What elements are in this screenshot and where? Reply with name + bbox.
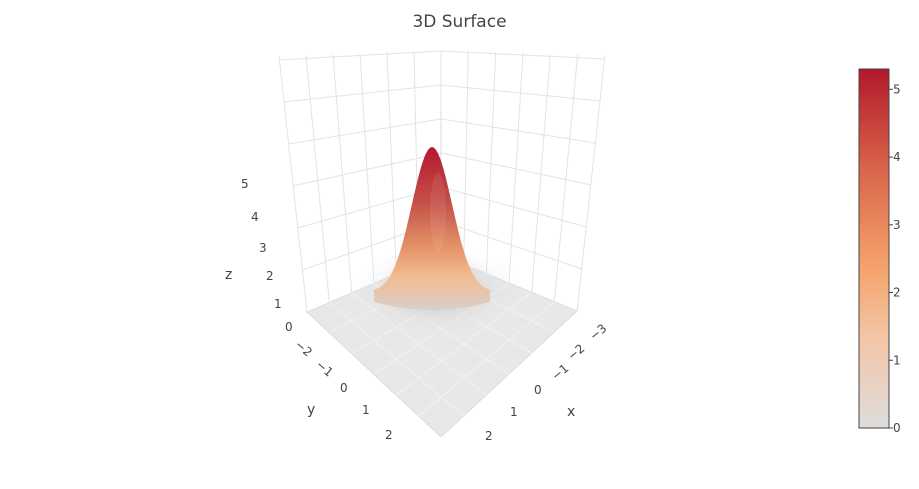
grid-line-left-vertical [305, 55, 330, 303]
grid-line-right-horizontal [440, 152, 592, 186]
x-tick-4: 1 [510, 405, 518, 419]
x-tick-3: 0 [534, 383, 542, 397]
colorbar: 0 1 2 3 4 5 [858, 68, 901, 435]
x-tick-0: −3 [587, 321, 610, 343]
grid-line-right-horizontal [440, 118, 596, 144]
grid-line-right-horizontal [440, 186, 587, 228]
y-axis-label: y [307, 402, 315, 418]
x-tick-1: −2 [565, 341, 588, 363]
x-tick-5: 2 [485, 429, 493, 443]
grid-line-left-vertical [278, 55, 308, 313]
z-tick-5: 5 [241, 177, 249, 191]
z-tick-3: 3 [259, 241, 267, 255]
y-tick-1: −1 [313, 357, 336, 379]
surface-peak-shape [374, 147, 490, 310]
grid-lines [278, 50, 606, 313]
surface-peak [374, 147, 490, 310]
back-wall-right [441, 47, 577, 311]
y-tick-3: 1 [362, 403, 370, 417]
x-tick-2: −1 [549, 361, 572, 383]
chart-title: 3D Surface [412, 12, 507, 32]
grid-line-left-horizontal [283, 84, 442, 103]
z-tick-4: 4 [251, 210, 259, 224]
colorbar-tick-label: 3 [893, 218, 901, 232]
colorbar-tick-label: 0 [893, 421, 901, 435]
y-tick-2: 0 [340, 381, 348, 395]
z-axis-ticks: 0 1 2 3 4 5 [241, 177, 293, 334]
y-tick-4: 2 [385, 428, 393, 442]
colorbar-tick-label: 5 [893, 82, 901, 96]
grid-line-right-vertical [553, 54, 579, 302]
grid-line-right-horizontal [440, 84, 601, 102]
grid-line-left-horizontal [292, 152, 442, 187]
z-tick-1: 1 [274, 297, 282, 311]
surface-highlight [430, 172, 446, 253]
colorbar-tick-label: 4 [893, 150, 901, 164]
colorbar-tick-label: 2 [893, 286, 901, 300]
floor-grid-line [418, 301, 555, 417]
z-tick-0: 0 [285, 320, 293, 334]
grid-line-left-horizontal [288, 118, 442, 145]
colorbar-tick-label: 1 [893, 353, 901, 367]
z-axis-label: z [225, 267, 232, 283]
grid-line-right-vertical [576, 54, 606, 312]
x-axis-label: x [567, 404, 575, 420]
colorbar-gradient [858, 68, 890, 429]
grid-line-right-horizontal [440, 50, 606, 60]
grid-line-right-horizontal [440, 220, 582, 270]
z-tick-2: 2 [266, 269, 274, 283]
grid-line-left-horizontal [278, 50, 442, 61]
y-tick-0: −2 [292, 337, 315, 359]
